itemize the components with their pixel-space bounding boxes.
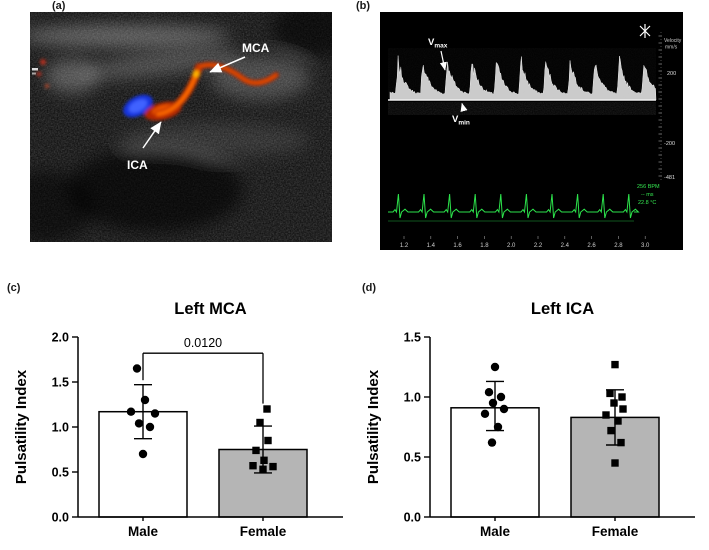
data-point-circle xyxy=(488,398,498,408)
data-point-circle xyxy=(487,438,497,447)
data-point-square xyxy=(256,418,264,427)
chart-title: Left MCA xyxy=(174,300,246,318)
data-point-circle xyxy=(150,409,160,418)
time-tick-label: 1.8 xyxy=(480,243,489,249)
chart-title: Left ICA xyxy=(531,300,594,318)
vmax-arrow xyxy=(439,50,447,71)
data-point-circle xyxy=(490,362,500,372)
data-point-square xyxy=(617,438,625,447)
spectral-envelope xyxy=(389,55,657,101)
panel-a-label: (a) xyxy=(52,0,66,12)
vmax-label: Vmax xyxy=(428,37,448,50)
ecg-readout-temp: 22.8 °C xyxy=(638,200,656,206)
data-point-square xyxy=(611,360,619,369)
y-tick-label: 1.5 xyxy=(52,376,69,390)
velocity-tick-200: 200 xyxy=(667,71,676,77)
y-tick-label: 0.5 xyxy=(404,451,421,465)
velocity-tick-neg200: -200 xyxy=(664,141,675,147)
y-axis-label: Pulsatility Index xyxy=(13,369,30,484)
data-point-square xyxy=(618,393,626,401)
y-tick-label: 0.0 xyxy=(52,511,69,525)
time-tick-label: 2.8 xyxy=(614,243,623,249)
mca-label: MCA xyxy=(242,41,270,55)
data-point-square xyxy=(252,446,260,455)
y-axis-label: Pulsatility Index xyxy=(365,369,382,484)
time-tick-label: 1.2 xyxy=(400,243,409,249)
spectral-trace-group: 1.2 1.4 1.6 1.8 2.0 2.2 2.4 2.6 2.8 3.0 xyxy=(388,35,662,249)
data-point-square xyxy=(619,405,627,413)
vmin-label: Vmin xyxy=(452,114,470,127)
data-point-circle xyxy=(140,395,150,405)
data-point-circle xyxy=(484,388,494,397)
panel-d-label: (d) xyxy=(362,282,377,294)
data-point-square xyxy=(611,459,619,467)
time-tick-label: 1.4 xyxy=(427,243,436,249)
spectral-doppler-image: 1.2 1.4 1.6 1.8 2.0 2.2 2.4 2.6 2.8 3.0 Vmax Vmin… xyxy=(380,12,683,250)
marker-icon xyxy=(639,24,651,38)
velocity-axis-label-1: Velocity xyxy=(664,38,682,44)
data-point-square xyxy=(610,399,618,407)
data-point-circle xyxy=(138,449,148,459)
x-category-label: Female xyxy=(240,524,287,539)
y-tick-label: 0.0 xyxy=(404,511,421,525)
data-point-circle xyxy=(132,364,142,373)
data-point-square xyxy=(260,456,268,464)
data-point-circle xyxy=(496,392,506,402)
p-value-label: 0.0120 xyxy=(184,336,222,350)
data-point-square xyxy=(264,436,272,445)
y-tick-label: 1.0 xyxy=(404,391,421,405)
data-point-square xyxy=(614,417,622,425)
x-category-label: Male xyxy=(480,524,511,539)
time-tick-label: 1.6 xyxy=(453,243,462,249)
vmax-sub: max xyxy=(434,43,447,50)
data-point-square xyxy=(607,426,615,435)
tissue-echo-bands xyxy=(30,12,332,242)
panel-c-label: (c) xyxy=(7,282,21,294)
data-point-square xyxy=(259,465,267,473)
velocity-tick-neg481: -481 xyxy=(664,175,675,181)
y-tick-label: 1.5 xyxy=(404,331,421,345)
panel-b-label: (b) xyxy=(356,0,371,12)
x-category-label: Female xyxy=(592,524,639,539)
chart-left-ica: 0.0 0.5 1.0 1.5 Male Female Left ICA Pulsatilit… xyxy=(365,300,695,539)
y-tick-label: 0.5 xyxy=(52,466,69,480)
vmin-sub: min xyxy=(458,120,470,127)
data-point-square xyxy=(606,389,614,398)
time-tick-label: 2.0 xyxy=(507,243,516,249)
y-tick-label: 1.0 xyxy=(52,421,69,435)
data-point-circle xyxy=(499,404,509,414)
ecg-readout-bpm: 256 BPM xyxy=(637,184,660,190)
ecg-trace xyxy=(388,193,640,219)
data-point-circle xyxy=(480,409,490,418)
data-point-circle xyxy=(126,407,136,416)
vmin-base: V xyxy=(452,114,459,125)
color-doppler-ultrasound-image: MCA ICA xyxy=(30,12,332,242)
spectral-noise-lower xyxy=(388,102,656,115)
time-tick-label: 3.0 xyxy=(641,243,650,249)
data-point-circle xyxy=(145,422,155,432)
x-category-label: Male xyxy=(128,524,159,539)
time-tick-label: 2.4 xyxy=(561,243,570,249)
velocity-axis-label-2: mm/s xyxy=(665,45,678,51)
ica-label: ICA xyxy=(127,158,148,172)
y-tick-label: 2.0 xyxy=(52,331,69,345)
data-point-circle xyxy=(493,422,503,432)
ica-arrow xyxy=(142,121,162,149)
data-point-square xyxy=(263,405,271,413)
time-tick-label: 2.2 xyxy=(534,243,543,249)
mca-arrow xyxy=(209,56,246,73)
data-point-square xyxy=(602,411,610,419)
time-tick-label: 2.6 xyxy=(587,243,596,249)
data-point-circle xyxy=(134,419,144,428)
vmin-arrow xyxy=(460,102,468,112)
data-point-square xyxy=(269,462,277,471)
data-point-square xyxy=(249,462,257,470)
vmax-base: V xyxy=(428,37,435,48)
ecg-readout-ms: -- ms xyxy=(641,192,654,198)
scale-marker-icon xyxy=(32,68,38,75)
chart-left-mca: 0.0 0.5 1.0 1.5 2.0 Male Female 0.0120 Left MCA P… xyxy=(13,300,343,539)
